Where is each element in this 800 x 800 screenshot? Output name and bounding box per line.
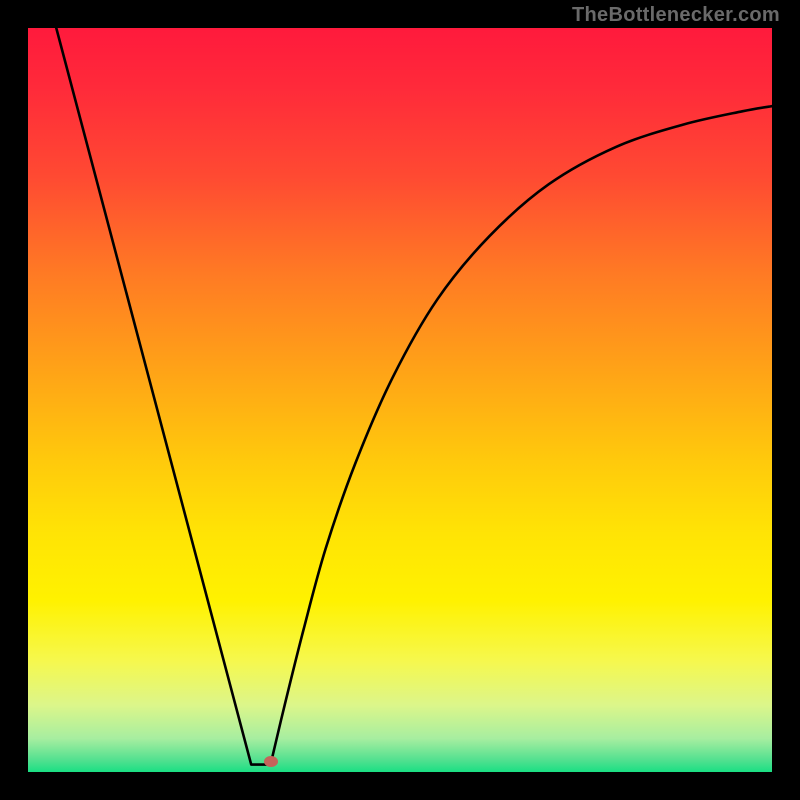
chart-plot-area xyxy=(28,28,772,772)
optimal-point-marker xyxy=(264,756,278,767)
chart-svg xyxy=(28,28,772,772)
chart-background xyxy=(28,28,772,772)
watermark-text: TheBottlenecker.com xyxy=(572,4,780,27)
